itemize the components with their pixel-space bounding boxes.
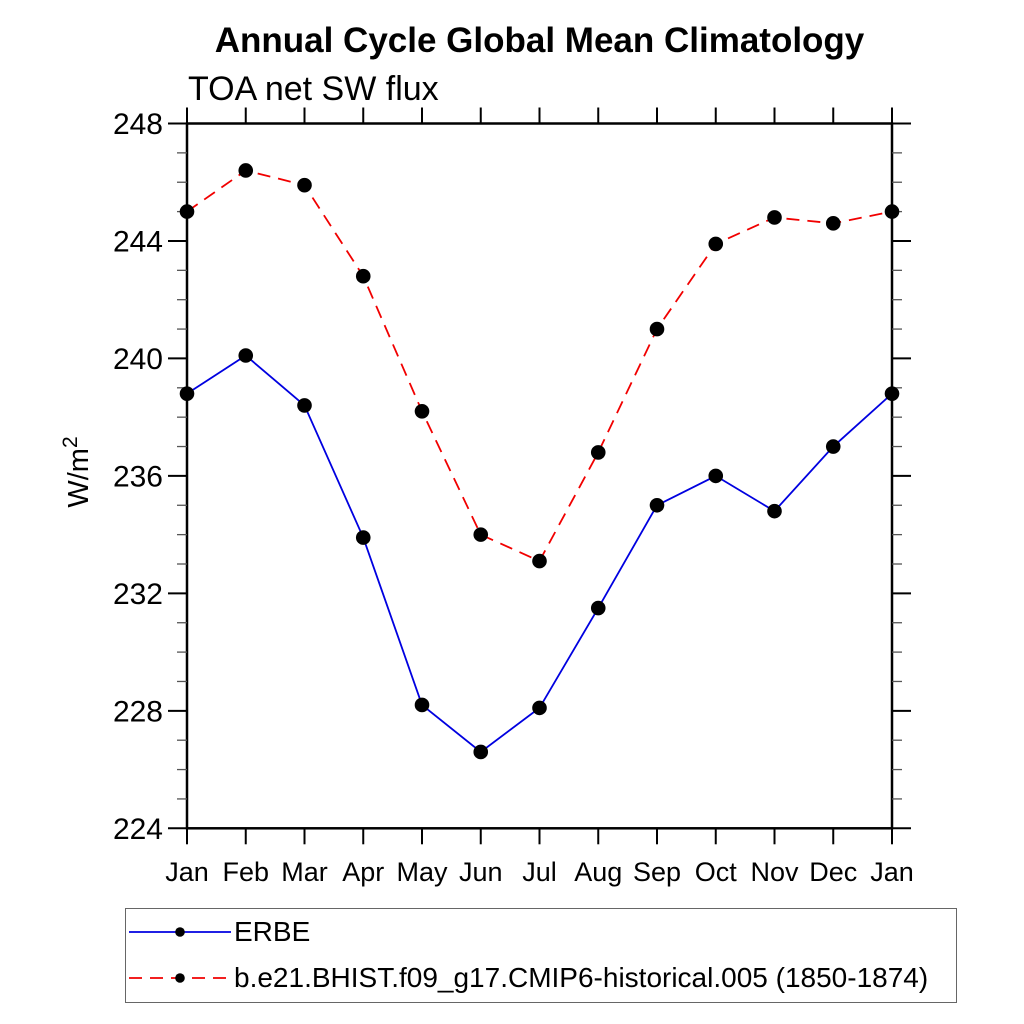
model-line: [186, 169, 893, 563]
data-point-marker: [473, 744, 489, 760]
data-point-marker: [767, 210, 782, 225]
legend-swatch-marker: [175, 973, 185, 983]
x-tick-label: Sep: [633, 857, 681, 887]
legend-swatch-marker: [175, 927, 185, 937]
data-point-marker: [414, 697, 430, 713]
chart-subtitle: TOA net SW flux: [188, 70, 439, 108]
data-point-marker: [708, 236, 724, 252]
x-tick-label: Dec: [809, 857, 857, 887]
x-tick-label: Jan: [870, 857, 914, 887]
y-tick-label: 240: [113, 343, 163, 376]
plot-frame: [185, 122, 894, 830]
chart-title: Annual Cycle Global Mean Climatology: [214, 21, 865, 60]
data-point-marker: [355, 268, 371, 284]
y-tick-label: 244: [113, 225, 163, 258]
plot-area: Jan Feb Mar Apr May Jun Jul Aug Sep Oct Nov Dec Jan2…: [59, 107, 914, 887]
data-point-marker: [532, 553, 547, 569]
data-point-marker: [414, 403, 430, 419]
erbe-line: [186, 354, 893, 754]
data-point-marker: [649, 497, 665, 513]
data-point-marker: [238, 348, 254, 363]
data-point-marker: [649, 321, 665, 337]
x-tick-label: Aug: [574, 857, 622, 887]
x-tick-label: Nov: [750, 857, 799, 887]
y-tick-label: 224: [113, 813, 163, 846]
legend-item-erbe: ERBE: [126, 909, 956, 955]
data-point-marker: [238, 163, 254, 178]
x-tick-label: Feb: [222, 857, 269, 887]
y-axis: 224 228 232 236 240 244 248: [113, 108, 911, 846]
x-tick-label: Apr: [342, 857, 384, 887]
legend-label-erbe: ERBE: [234, 916, 311, 947]
legend: ERBE b.e21.BHIST.f09_g17.CMIP6-historica…: [125, 908, 957, 1003]
data-point-marker: [532, 700, 547, 716]
y-axis-minor-ticks: [177, 152, 902, 800]
model-series: [179, 163, 900, 569]
data-point-marker: [884, 204, 900, 219]
data-point-marker: [473, 527, 489, 542]
erbe-line-swatch: [129, 927, 231, 937]
data-point-marker: [825, 439, 841, 454]
data-point-marker: [355, 530, 371, 545]
data-point-marker: [825, 216, 841, 231]
erbe-series: [179, 348, 900, 760]
x-tick-label: Mar: [281, 857, 328, 887]
data-point-marker: [297, 177, 312, 193]
legend-label-model: b.e21.BHIST.f09_g17.CMIP6-historical.005…: [234, 962, 929, 993]
data-point-marker: [590, 445, 606, 460]
y-axis-title: W/m2: [59, 436, 95, 507]
y-tick-label: 232: [113, 578, 163, 611]
x-tick-label: May: [396, 857, 448, 887]
x-tick-label: Jul: [522, 857, 557, 887]
y-tick-label: 248: [113, 108, 163, 141]
y-tick-label: 228: [113, 695, 163, 728]
data-point-marker: [767, 503, 782, 519]
data-point-marker: [884, 386, 900, 401]
x-tick-label: Jan: [165, 857, 209, 887]
data-point-marker: [179, 204, 195, 219]
data-point-marker: [708, 468, 724, 484]
x-axis: Jan Feb Mar Apr May Jun Jul Aug Sep Oct Nov Dec Jan: [165, 107, 914, 887]
legend-item-model: b.e21.BHIST.f09_g17.CMIP6-historical.005…: [126, 955, 956, 1001]
data-point-marker: [590, 600, 606, 616]
x-tick-label: Oct: [695, 857, 738, 887]
y-tick-label: 236: [113, 460, 163, 493]
data-point-marker: [297, 398, 312, 413]
x-tick-label: Jun: [459, 857, 503, 887]
data-point-marker: [179, 386, 195, 401]
model-line-swatch: [129, 973, 231, 983]
